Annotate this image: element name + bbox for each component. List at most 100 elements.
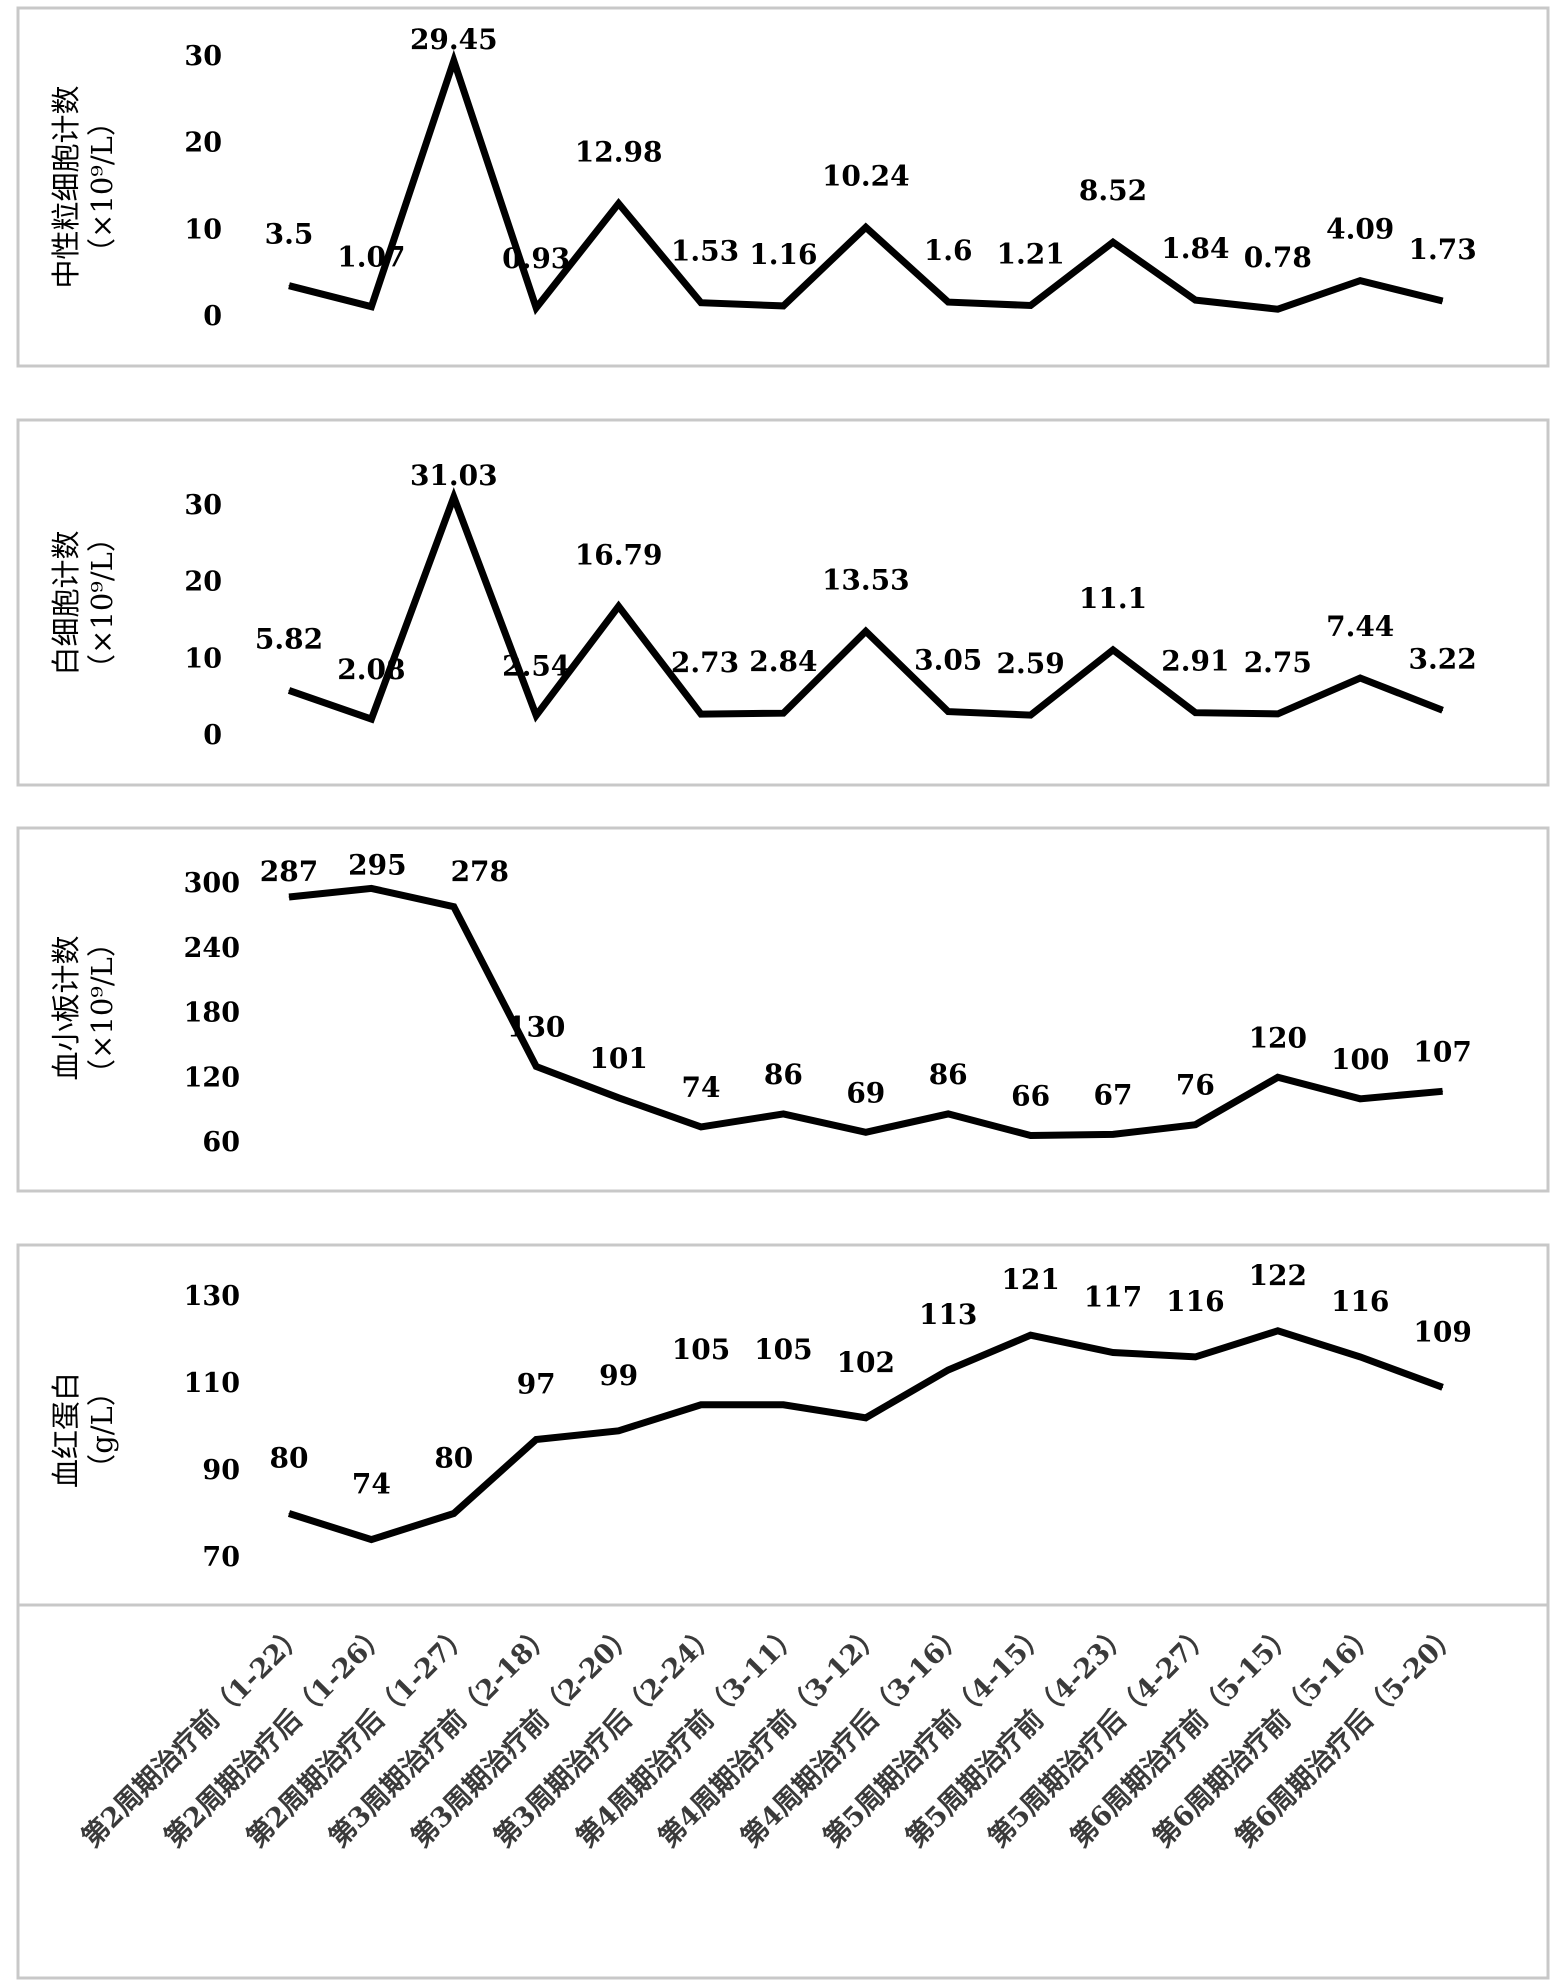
- category-axis: 第2周期治疗前（1-22）第2周期治疗后（1-26）第2周期治疗后（1-27）第…: [76, 1617, 1466, 1853]
- y-axis-title-name: 血小板计数: [49, 935, 83, 1080]
- data-label: 3.5: [265, 218, 314, 251]
- data-label: 13.53: [822, 563, 910, 596]
- data-label: 76: [1176, 1069, 1215, 1102]
- y-tick-label: 180: [184, 998, 240, 1029]
- data-point: [535, 715, 537, 717]
- panel-frame-wbc: [16, 418, 1550, 787]
- chart-wbc: 0 10 20 30 白细胞计数 （×10⁹/L） 5.82 2.08 31.03 2.54 16.…: [49, 459, 1477, 751]
- data-label: 7.44: [1326, 610, 1394, 643]
- data-point: [1359, 677, 1361, 679]
- y-tick-label: 90: [202, 1455, 240, 1486]
- data-label: 1.6: [924, 234, 973, 267]
- data-label: 2.08: [337, 653, 405, 686]
- data-point: [782, 1113, 784, 1115]
- data-label: 116: [1331, 1285, 1389, 1318]
- chart-hemoglobin: 70 90 110 130 血红蛋白 （g/L） 80 74 80 97 99 105 105 102 11…: [49, 1259, 1472, 1573]
- data-label: 100: [1331, 1043, 1389, 1076]
- data-label: 86: [929, 1058, 968, 1091]
- data-label: 295: [348, 848, 406, 881]
- data-label: 117: [1084, 1281, 1142, 1314]
- data-point: [865, 1131, 867, 1133]
- data-label: 101: [589, 1042, 647, 1075]
- data-label: 8.52: [1079, 174, 1147, 207]
- data-label: 120: [1249, 1021, 1307, 1054]
- data-point: [1442, 1090, 1444, 1092]
- data-label: 1.07: [337, 241, 405, 274]
- data-point: [535, 307, 537, 309]
- data-point: [947, 711, 949, 713]
- data-label: 69: [846, 1076, 885, 1109]
- y-axis-title: 白细胞计数 （×10⁹/L）: [49, 523, 119, 683]
- y-tick-label: 20: [184, 128, 222, 159]
- data-label: 99: [599, 1359, 638, 1392]
- data-point: [782, 1404, 784, 1406]
- y-tick-label: 130: [184, 1281, 240, 1312]
- data-point: [1194, 1124, 1196, 1126]
- y-tick-label: 10: [184, 214, 222, 245]
- data-point: [370, 887, 372, 889]
- data-label: 4.09: [1326, 213, 1394, 246]
- data-point: [1112, 241, 1114, 243]
- y-tick-label: 240: [184, 933, 240, 964]
- data-point: [1277, 308, 1279, 310]
- data-point: [782, 305, 784, 307]
- data-point: [453, 60, 455, 62]
- y-axis-title-name: 白细胞计数: [49, 530, 83, 675]
- data-label: 105: [754, 1333, 812, 1366]
- y-tick-label: 0: [203, 720, 222, 751]
- data-label: 80: [434, 1442, 473, 1475]
- data-point: [1442, 300, 1444, 302]
- data-label: 1.21: [996, 238, 1064, 271]
- data-point: [453, 1513, 455, 1514]
- data-label: 121: [1001, 1263, 1059, 1296]
- data-point: [370, 718, 372, 720]
- data-label: 1.73: [1408, 233, 1476, 266]
- y-axis-title: 血小板计数 （×10⁹/L）: [49, 928, 119, 1088]
- data-point: [1442, 1386, 1444, 1388]
- data-point: [1194, 1356, 1196, 1358]
- data-label: 287: [260, 855, 318, 888]
- data-label: 0.78: [1244, 241, 1312, 274]
- data-point: [1030, 714, 1032, 716]
- data-point: [1112, 1133, 1114, 1135]
- data-point: [370, 1539, 372, 1541]
- panel-frame-platelet: [16, 826, 1550, 1193]
- data-point: [1030, 305, 1032, 307]
- data-label: 107: [1413, 1035, 1471, 1068]
- data-label: 1.53: [671, 235, 739, 268]
- data-label: 10.24: [822, 159, 910, 192]
- data-label: 1.84: [1161, 232, 1229, 265]
- chart-neutrophil: 0 10 20 30 中性粒细胞计数 （×10⁹/L） 3.5 1.07 29.45 0.93 12…: [49, 23, 1477, 332]
- y-tick-label: 70: [202, 1542, 240, 1573]
- data-label: 5.82: [255, 622, 323, 655]
- y-axis-title: 血红蛋白 （g/L）: [49, 1372, 119, 1488]
- data-point: [1277, 1330, 1279, 1332]
- data-point: [618, 1430, 620, 1432]
- data-point: [1277, 713, 1279, 715]
- data-point: [1442, 709, 1444, 711]
- data-point: [1359, 280, 1361, 282]
- data-point: [288, 1513, 290, 1514]
- data-point: [288, 689, 290, 691]
- data-point: [700, 1126, 702, 1128]
- data-point: [700, 713, 702, 715]
- data-point: [1112, 1352, 1114, 1354]
- data-point: [288, 896, 290, 898]
- y-tick-label: 110: [184, 1368, 240, 1399]
- data-point: [865, 226, 867, 228]
- data-label: 74: [682, 1071, 721, 1104]
- data-label: 2.59: [996, 647, 1064, 680]
- y-axis-title-name: 血红蛋白: [49, 1372, 83, 1488]
- data-label: 11.1: [1079, 582, 1147, 615]
- data-label: 1.16: [749, 238, 817, 271]
- y-axis-title-unit: （×10⁹/L）: [85, 523, 119, 683]
- data-point: [1112, 649, 1114, 651]
- data-point: [947, 1369, 949, 1371]
- data-point: [535, 1439, 537, 1441]
- data-point: [535, 1065, 537, 1067]
- data-label: 102: [837, 1346, 895, 1379]
- data-label: 0.93: [502, 242, 570, 275]
- data-label: 109: [1413, 1315, 1471, 1348]
